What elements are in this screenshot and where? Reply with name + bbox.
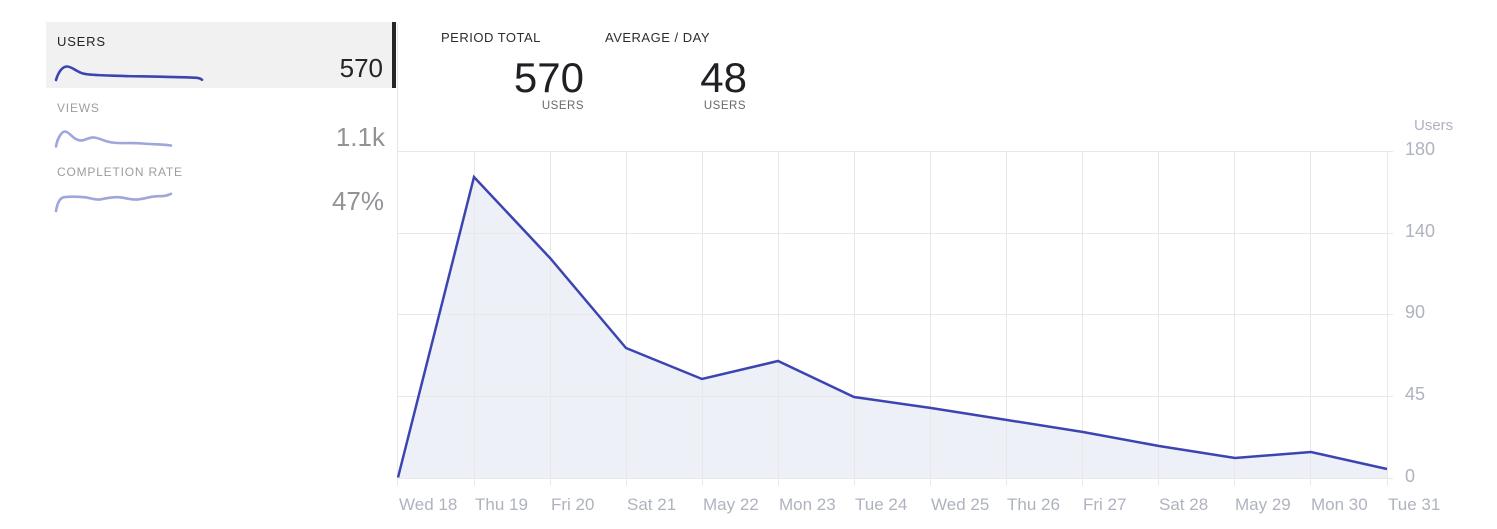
svg-text:Wed 25: Wed 25 [931,495,989,514]
svg-text:Mon 30: Mon 30 [1311,495,1368,514]
svg-text:Sat 21: Sat 21 [627,495,676,514]
svg-text:Users: Users [1414,117,1453,134]
svg-text:140: 140 [1405,221,1435,241]
svg-text:Mon 23: Mon 23 [779,495,836,514]
svg-text:Thu 26: Thu 26 [1007,495,1060,514]
svg-text:90: 90 [1405,302,1425,322]
svg-text:0: 0 [1405,466,1415,486]
svg-text:Tue 31: Tue 31 [1388,495,1440,514]
svg-text:Wed 18: Wed 18 [399,495,457,514]
svg-text:Sat 28: Sat 28 [1159,495,1208,514]
svg-text:Thu 19: Thu 19 [475,495,528,514]
svg-text:45: 45 [1405,384,1425,404]
svg-text:May 22: May 22 [703,495,759,514]
svg-text:180: 180 [1405,139,1435,159]
svg-text:Fri 27: Fri 27 [1083,495,1126,514]
svg-text:Fri 20: Fri 20 [551,495,594,514]
svg-text:Tue 24: Tue 24 [855,495,907,514]
svg-text:May 29: May 29 [1235,495,1291,514]
